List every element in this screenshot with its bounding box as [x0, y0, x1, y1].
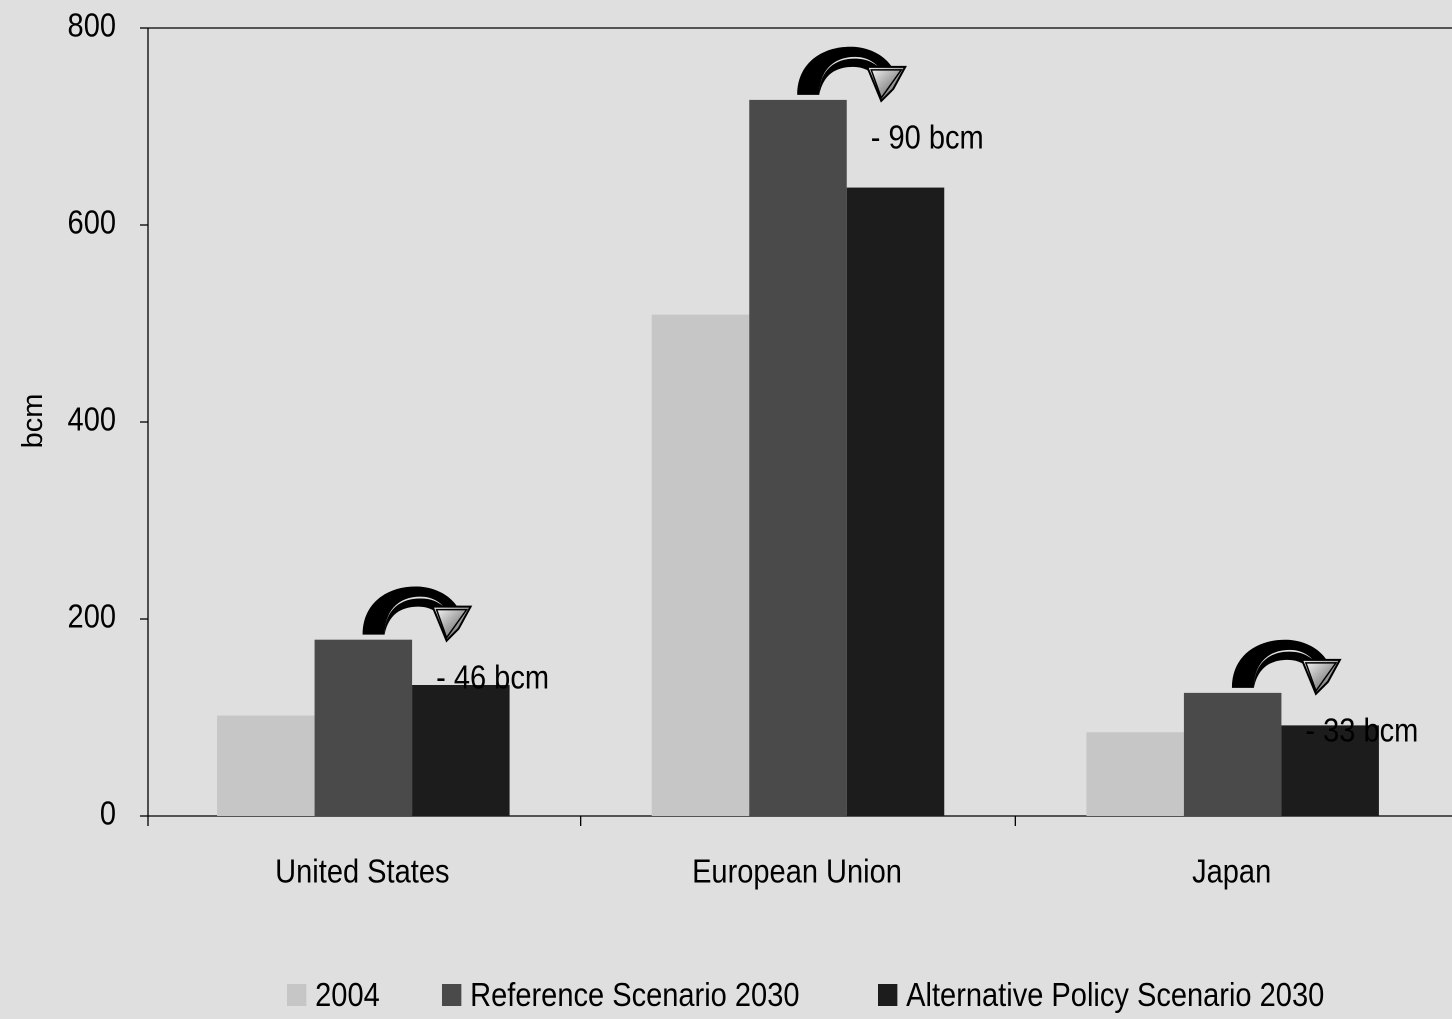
bar	[749, 99, 847, 816]
bar	[217, 715, 315, 816]
change-annotation-label: - 90 bcm	[871, 119, 984, 156]
y-axis-label: bcm	[17, 394, 49, 449]
arrow-body	[362, 598, 451, 635]
bars	[217, 99, 1379, 816]
arrow-body	[797, 58, 886, 95]
y-tick-label: 600	[68, 204, 116, 241]
legend-item: 2004	[287, 976, 380, 1014]
arrow-head-inner	[870, 69, 903, 100]
x-category-label: European Union	[692, 853, 902, 890]
arrow-head-inner	[435, 608, 469, 640]
bar	[314, 639, 413, 816]
legend-label: Alternative Policy Scenario 2030	[906, 976, 1325, 1013]
legend-label: Reference Scenario 2030	[470, 976, 800, 1013]
arrow-head-inner	[1304, 662, 1338, 693]
arrow-curve	[1231, 639, 1328, 688]
legend-item: Reference Scenario 2030	[442, 976, 800, 1014]
arrow-curve	[797, 46, 894, 95]
bar	[651, 314, 750, 816]
legend-label: 2004	[315, 976, 380, 1013]
legend-swatch	[878, 984, 898, 1006]
change-annotation-label: - 33 bcm	[1305, 712, 1418, 749]
change-arrow	[1231, 639, 1342, 696]
y-tick-label: 800	[68, 7, 116, 44]
arrow-body	[1231, 651, 1320, 688]
y-tick-label: 400	[68, 401, 116, 438]
y-tick-label: 200	[68, 598, 116, 635]
x-category-label: United States	[275, 853, 449, 890]
bar	[1281, 725, 1379, 816]
bar	[1183, 692, 1282, 816]
x-axis: United States European Union Japan	[147, 816, 1271, 890]
bar	[846, 187, 945, 816]
x-category-label: Japan	[1192, 853, 1271, 890]
change-arrow	[797, 46, 907, 103]
legend-swatch	[287, 984, 307, 1006]
legend-item: Alternative Policy Scenario 2030	[878, 976, 1324, 1014]
arrow-curve	[362, 586, 459, 635]
arrows: - 46 bcm - 90 bcm - 33 bcm	[362, 46, 1418, 749]
legend: 2004 Reference Scenario 2030 Alternative P…	[0, 974, 1452, 1014]
bar	[1086, 732, 1184, 816]
bar	[412, 684, 510, 816]
y-axis: 0 200 400 600 800	[68, 7, 148, 832]
y-tick-label: 0	[100, 795, 116, 832]
change-annotation-label: - 46 bcm	[436, 659, 549, 696]
change-arrow	[362, 586, 473, 643]
legend-swatch	[442, 984, 462, 1006]
